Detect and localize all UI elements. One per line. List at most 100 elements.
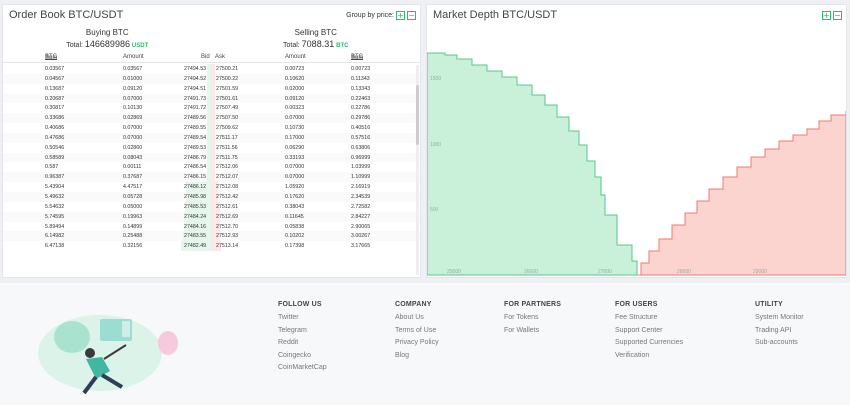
zoom-minus-icon[interactable]: − [833, 10, 842, 20]
market-depth-panel: Market Depth BTC/USDT + − 1500 1000 500 … [426, 4, 847, 278]
buying-summary: Buying BTC Total: 146689986 USDT [3, 25, 212, 53]
ask-price-cell: 27511.17 [216, 134, 238, 141]
group-minus-icon[interactable]: − [407, 10, 416, 20]
footer-link[interactable]: For Wallets [504, 326, 540, 334]
footer-link[interactable]: Support Center [615, 326, 663, 334]
ask-price-cell: 27512.42 [216, 193, 239, 200]
bid-depth-bar [207, 93, 211, 104]
footer-link[interactable]: Fee Structure [615, 314, 658, 321]
amount-cell: 0.07000 [123, 95, 143, 102]
order-book-row[interactable]: 0.50546 0.02860 27489.53 27511.56 0.06290 0.6… [3, 142, 420, 153]
amount-cell: 0.03567 [123, 66, 143, 72]
order-book-scrollbar[interactable] [416, 65, 419, 275]
order-book-panel: Order Book BTC/USDT Group by price: + − … [2, 4, 421, 278]
amount-sell-cell: 0.10620 [285, 75, 305, 82]
bid-price-cell: 27489.55 [184, 125, 207, 132]
footer-link[interactable]: Verification [615, 351, 650, 359]
order-book-row[interactable]: 6.14982 0.25488 27483.55 27512.93 0.10202 3.0… [3, 231, 420, 242]
order-book-row[interactable]: 5.74595 0.19963 27484.24 27512.69 0.11645 2.8… [3, 211, 420, 222]
buying-total: Total: 146689986 USDT [3, 39, 212, 49]
order-book-title: Order Book BTC/USDT [9, 9, 124, 21]
footer-heading: COMPANY [395, 301, 432, 308]
order-book-row[interactable]: 5.89494 0.14899 27484.16 27512.70 0.05838 2.9… [3, 221, 420, 232]
footer-link[interactable]: Twitter [278, 314, 299, 321]
bid-price-cell: 27483.55 [184, 233, 207, 240]
sum-sell-cell: 3.00267 [351, 233, 371, 240]
sum-cell: 0.58589 [45, 154, 65, 161]
sum-cell: 0.04567 [45, 75, 65, 82]
y-tick-500: 500 [430, 207, 439, 213]
order-book-row[interactable]: 0.58589 0.08043 27486.79 27511.75 0.33193 0.9… [3, 152, 420, 163]
footer-link[interactable]: Telegram [278, 326, 307, 334]
footer-link[interactable]: CoinMarketCap [278, 364, 327, 371]
order-book-row[interactable]: 0.96387 0.37687 27486.15 27512.07 0.07000 1.1… [3, 172, 420, 183]
group-by-price: Group by price: + − [346, 10, 416, 20]
market-depth-title: Market Depth BTC/USDT [433, 9, 558, 21]
order-book-row[interactable]: 6.47138 0.32156 27482.49 27513.14 0.17398 3.1… [3, 241, 420, 252]
col-sum[interactable]: Sum BTC [45, 54, 57, 61]
order-book-row[interactable]: 0.587 0.00111 27486.54 27512.06 0.07000 1.039… [3, 162, 420, 173]
group-plus-icon[interactable]: + [396, 10, 405, 20]
market-depth-chart[interactable]: 1500 1000 500 25000 26000 27000 28000 29… [427, 25, 846, 277]
order-book-row[interactable]: 0.33686 0.02869 27489.56 27507.50 0.07000 0.2… [3, 113, 420, 124]
footer-column: FOR USERS Fee Structure Support Center Supp… [615, 301, 683, 364]
ask-depth-bar [211, 142, 215, 153]
buying-total-unit: USDT [131, 43, 149, 49]
amount-sell-cell: 1.05920 [285, 184, 305, 191]
bid-depth-bar [185, 182, 211, 192]
col-sum-sell[interactable]: Sum BTC [351, 54, 363, 61]
footer-link[interactable]: Privacy Policy [395, 339, 439, 346]
x-tick-27000: 27000 [598, 269, 612, 275]
sum-sell-cell: 2.90065 [351, 223, 371, 230]
footer-link[interactable]: System Monitor [755, 314, 804, 321]
bid-depth-area [427, 52, 638, 276]
selling-summary: Selling BTC Total: 7088.31 BTC [212, 25, 421, 53]
order-book-row[interactable]: 0.47686 0.07000 27489.54 27511.17 0.17000 0.5… [3, 132, 420, 143]
amount-cell: 0.05000 [123, 203, 143, 210]
bid-depth-bar [207, 113, 211, 124]
bid-price-cell: 27486.54 [184, 164, 207, 171]
sum-cell: 0.30817 [45, 105, 65, 112]
order-book-column-headers: Sum BTC Amount Bid Ask Amount Sum BTC [3, 53, 420, 63]
footer-link[interactable]: For Tokens [504, 314, 539, 321]
ask-depth-bar [211, 103, 215, 114]
amount-sell-cell: 0.07000 [285, 164, 305, 171]
amount-sell-cell: 0.05838 [285, 223, 305, 230]
order-book-row[interactable]: 5.43904 4.47517 27486.12 27512.08 1.05920 2.1… [3, 182, 420, 192]
footer-link[interactable]: Reddit [278, 339, 299, 346]
col-ask: Ask [215, 54, 226, 60]
bid-depth-bar [182, 231, 211, 242]
footer-link[interactable]: Coingecko [278, 351, 312, 359]
footer-link[interactable]: Supported Currencies [615, 339, 684, 346]
scrollbar-thumb[interactable] [416, 85, 419, 145]
amount-cell: 0.32156 [123, 243, 143, 250]
order-book-row[interactable]: 0.30817 0.10130 27491.72 27507.49 0.00323 0.2… [3, 103, 420, 114]
order-book-row[interactable]: 0.20687 0.07000 27491.73 27501.61 0.09120 0.2… [3, 93, 420, 104]
footer-link[interactable]: Blog [395, 351, 410, 359]
footer-link[interactable]: About Us [395, 314, 424, 321]
footer-link[interactable]: Trading API [755, 326, 792, 334]
selling-title: Selling BTC [294, 28, 337, 37]
sum-sell-cell: 0.57516 [351, 134, 371, 141]
amount-sell-cell: 0.09120 [285, 95, 305, 102]
amount-cell: 0.07000 [123, 134, 143, 141]
order-book-row[interactable]: 5.54632 0.05000 27485.53 27512.61 0.38043 2.7… [3, 201, 420, 212]
order-book-row[interactable]: 0.03567 0.03567 27494.53 27500.21 0.00723 0.0… [3, 64, 420, 74]
footer-link[interactable]: Sub-accounts [755, 339, 798, 346]
bid-depth-bar [207, 132, 211, 143]
ask-price-cell: 27501.61 [216, 95, 239, 102]
order-book-row[interactable]: 5.49632 0.05728 27485.98 27512.42 0.17620 2.3… [3, 191, 420, 202]
sum-sell-cell: 0.11343 [351, 75, 370, 82]
footer-heading: FOLLOW US [278, 301, 322, 308]
order-book-row[interactable]: 0.13687 0.09120 27494.51 27501.59 0.02000 0.1… [3, 83, 420, 94]
market-depth-header: Market Depth BTC/USDT + − [427, 5, 846, 25]
ask-price-cell: 27512.08 [216, 184, 239, 191]
order-book-row[interactable]: 0.40686 0.07000 27489.55 27509.62 0.10730 0.4… [3, 123, 420, 133]
order-book-row[interactable]: 0.04567 0.01000 27494.52 27500.22 0.10620 0.1… [3, 73, 420, 84]
bid-price-cell: 27491.73 [184, 95, 207, 102]
zoom-plus-icon[interactable]: + [822, 10, 831, 20]
x-tick-26000: 26000 [524, 269, 538, 275]
bid-price-cell: 27486.12 [184, 184, 207, 191]
footer-link[interactable]: Terms of Use [395, 326, 437, 334]
amount-cell: 0.01000 [123, 75, 143, 82]
